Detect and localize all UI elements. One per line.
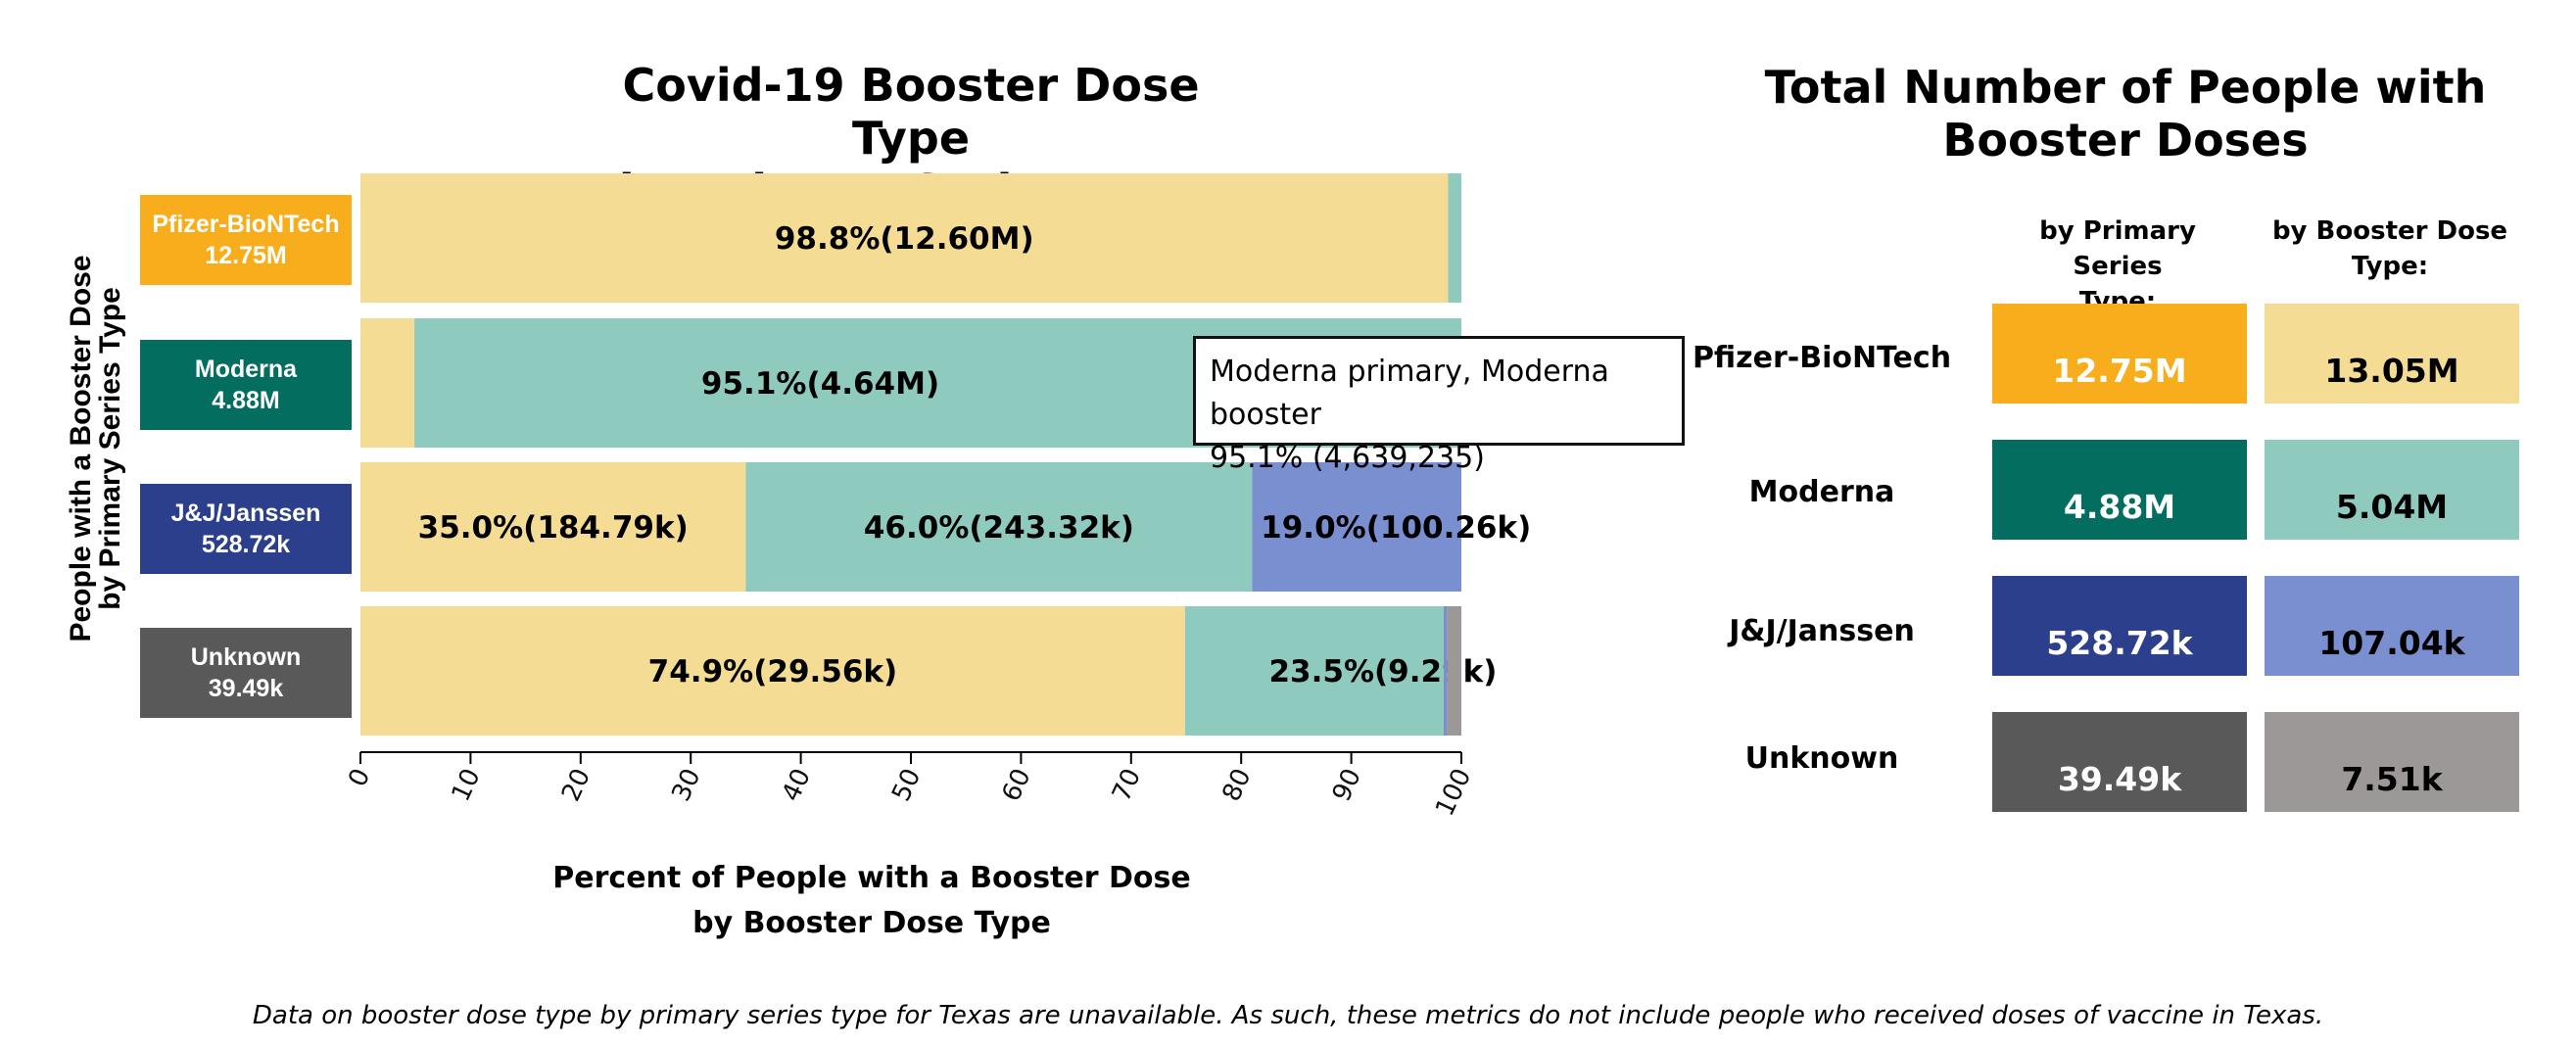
- bar-plot-area: 98.8%(12.60M) 95.1%(4.64M) 35.0%(184.79k) 4…: [360, 173, 1531, 736]
- column-header-line-2: Type:: [2351, 252, 2429, 281]
- x-axis-title-line-1: Percent of People with a Booster Dose: [552, 861, 1191, 895]
- bar-data-label: 74.9%(29.56k): [648, 654, 898, 689]
- x-tick-label: 20: [556, 764, 596, 806]
- total-primary-jnj: 528.72k: [1992, 576, 2247, 676]
- row-label-name: Unknown: [190, 643, 302, 671]
- x-tick-label: 90: [1327, 764, 1367, 806]
- bar-segment[interactable]: [1184, 606, 1445, 736]
- x-tick-label: 30: [666, 764, 706, 806]
- row-label-name: Pfizer-BioNTech: [152, 211, 340, 238]
- bar-segment[interactable]: [1448, 173, 1461, 303]
- row-label-total: 528.72k: [201, 531, 291, 558]
- x-tick-label: 0: [343, 764, 376, 791]
- bar-data-label: 95.1%(4.64M): [701, 366, 939, 402]
- x-tick-label: 40: [777, 764, 817, 806]
- totals-row-label: Moderna: [1748, 475, 1895, 509]
- bar-segment[interactable]: [360, 173, 1449, 303]
- column-header-booster: by Booster Dose Type:: [2263, 214, 2517, 284]
- bar-data-label: 35.0%(184.79k): [418, 510, 689, 546]
- row-label-unknown: Unknown 39.49k: [140, 628, 352, 718]
- x-tick-label: 70: [1107, 764, 1147, 806]
- total-primary-pfizer: 12.75M: [1992, 304, 2247, 404]
- tooltip: Moderna primary, Moderna booster 95.1% (…: [1193, 336, 1685, 475]
- x-tick-label: 50: [886, 764, 927, 806]
- bar-segment[interactable]: [1252, 462, 1461, 592]
- x-tick-label: 60: [997, 764, 1037, 806]
- row-label-name: J&J/Janssen: [170, 499, 321, 527]
- x-tick-label: 80: [1216, 764, 1257, 806]
- totals-title-line-1: Total Number of People with: [1764, 61, 2487, 114]
- bar-data-label: 19.0%(100.26k): [1261, 510, 1531, 546]
- bar-segment[interactable]: [360, 462, 746, 592]
- x-axis-title: Percent of People with a Booster Dose by…: [549, 856, 1195, 946]
- column-header-primary: by Primary Series Type:: [1990, 214, 2245, 319]
- tooltip-line-2: 95.1% (4,639,235): [1210, 441, 1485, 475]
- x-tick-label: 10: [447, 764, 487, 806]
- totals-row-label: J&J/Janssen: [1729, 614, 1915, 648]
- row-label-name: Moderna: [194, 356, 298, 383]
- row-label-jnj: J&J/Janssen 528.72k: [140, 484, 352, 574]
- row-label-total: 12.75M: [205, 242, 287, 269]
- total-primary-moderna: 4.88M: [1992, 440, 2247, 540]
- total-primary-unknown: 39.49k: [1992, 712, 2247, 812]
- bar-segment[interactable]: [745, 462, 1253, 592]
- total-booster-pfizer: 13.05M: [2265, 304, 2519, 404]
- column-header-line-1: by Booster Dose: [2271, 216, 2508, 246]
- footnote: Data on booster dose type by primary ser…: [252, 1001, 2324, 1030]
- bar-data-label: 98.8%(12.60M): [775, 221, 1034, 257]
- totals-row-label: Pfizer-BioNTech: [1692, 341, 1952, 375]
- totals-row-label: Unknown: [1744, 741, 1899, 776]
- totals-title-line-2: Booster Doses: [1942, 114, 2309, 166]
- x-tick-label: 100: [1430, 764, 1477, 821]
- row-label-total: 4.88M: [212, 387, 280, 414]
- bar-segment[interactable]: [360, 318, 415, 448]
- total-booster-moderna: 5.04M: [2265, 440, 2519, 540]
- bar-segment[interactable]: [1447, 606, 1461, 736]
- column-header-line-1: by Primary Series: [2039, 216, 2196, 281]
- total-booster-unknown: 7.51k: [2265, 712, 2519, 812]
- bar-data-label: 46.0%(243.32k): [864, 510, 1134, 546]
- bar-segment[interactable]: [360, 606, 1185, 736]
- total-booster-jnj: 107.04k: [2265, 576, 2519, 676]
- bar-data-label: 23.5%(9.29k): [1268, 654, 1497, 689]
- x-axis: 0 10 20 30 40 50 60 70 80 90 100: [343, 751, 1477, 821]
- row-label-total: 39.49k: [208, 675, 284, 702]
- row-label-moderna: Moderna 4.88M: [140, 340, 352, 430]
- totals-title: Total Number of People with Booster Dose…: [1753, 61, 2498, 166]
- x-axis-title-line-2: by Booster Dose Type: [692, 906, 1051, 940]
- chart-title-line-1: Covid-19 Booster Dose Type: [622, 59, 1200, 165]
- row-label-pfizer: Pfizer-BioNTech 12.75M: [140, 195, 352, 285]
- tooltip-line-1: Moderna primary, Moderna booster: [1210, 355, 1609, 432]
- bar-segment[interactable]: [1444, 606, 1448, 736]
